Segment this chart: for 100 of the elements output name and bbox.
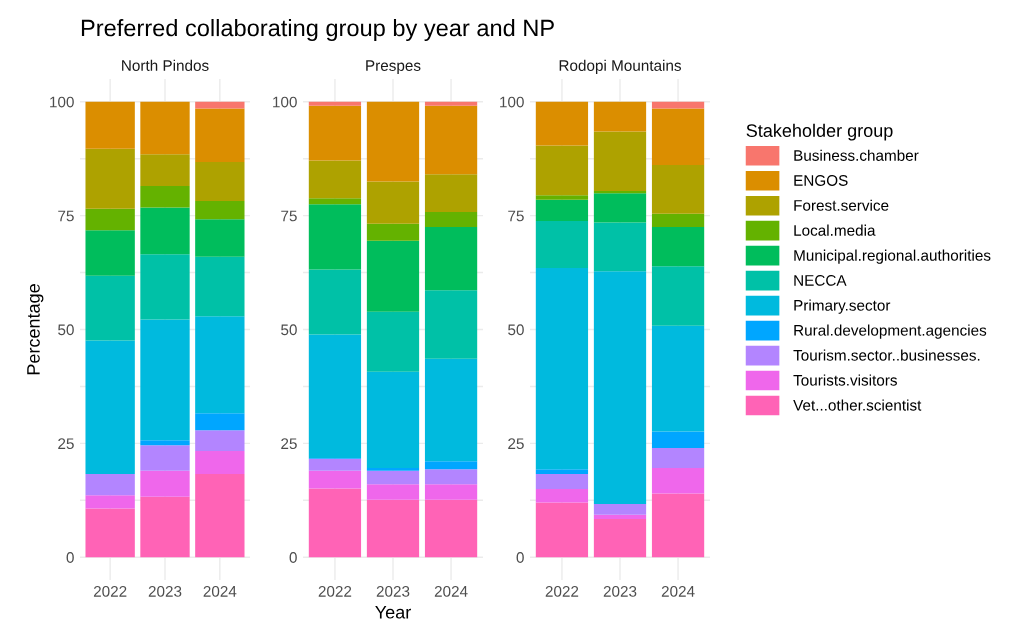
bar [366,181,420,224]
bar [140,186,190,208]
bar [651,467,705,494]
bar [195,201,245,220]
x-tick-label: 2022 [318,585,352,597]
bar [424,101,478,106]
bar [140,440,190,446]
chart-subtitle: Rodopi Mountains [559,59,682,74]
bar [424,290,478,359]
y-tick-label: 75 [281,210,297,222]
legend-label: Rural.development.agencies [794,324,987,339]
bar [593,101,647,132]
bar [651,447,705,468]
y-tick-label: 0 [66,552,74,563]
y-tick-label: 75 [508,210,524,222]
y-axis-title: Percentage [27,284,44,375]
legend-label: Local.media [794,224,876,236]
bar [308,101,362,106]
x-axis-title: Year [375,606,411,619]
bar [140,319,190,441]
bar [366,371,420,468]
bar [366,467,420,471]
bar [535,199,589,222]
bar [195,413,245,431]
bar [195,451,245,474]
bar [85,340,135,474]
bar [535,502,589,558]
bar [85,275,135,341]
bar [535,101,589,146]
bar [424,227,478,291]
x-tick-label: 2023 [148,585,182,597]
bar [85,495,135,509]
bar [366,499,420,558]
bar [535,473,589,489]
bar [424,499,478,558]
bar [366,470,420,485]
bar [140,470,190,497]
y-tick-label: 50 [508,324,524,336]
bar [85,148,135,209]
bar [366,223,420,241]
bar [593,518,647,558]
bar [424,174,478,212]
bar [651,431,705,448]
bar [535,268,589,470]
x-tick-label: 2024 [203,585,237,597]
bar [308,470,362,489]
bar [308,160,362,199]
bar [535,145,589,196]
x-tick-label: 2022 [545,585,579,597]
bar [651,493,705,558]
legend-label: Municipal.regional.authorities [794,249,991,264]
y-tick-label: 75 [58,210,74,222]
legend-label: Tourism.sector..businesses. [793,349,980,361]
legend-label: Primary.sector [794,299,891,314]
y-tick-label: 25 [58,438,74,450]
y-tick-label: 25 [281,438,297,450]
x-tick-label: 2023 [376,585,410,597]
y-tick-label: 100 [50,96,74,108]
x-tick-label: 2023 [603,585,637,597]
bar [651,266,705,326]
bar [308,458,362,471]
text: Preferred collaborating group by year and NP [81,19,554,41]
bar [593,514,647,519]
y-tick-label: 0 [516,552,524,563]
legend-label: ENGOS [794,175,848,186]
bar [308,204,362,270]
bar [593,222,647,272]
bar [85,230,135,276]
legend-label: Vet...other.scientist [793,399,922,411]
y-tick-label: 25 [508,438,524,450]
bar [85,508,135,558]
bar [308,198,362,205]
bar [195,256,245,317]
bar [140,101,190,155]
bar [366,311,420,372]
bar [424,461,478,470]
bar [424,211,478,228]
bar [366,240,420,312]
bar [140,496,190,558]
bar [140,207,190,255]
bar [651,325,705,432]
chart-subtitle: North Pindos [122,59,209,71]
bar [195,219,245,257]
legend-title: Stakeholder group [746,123,893,141]
bar [366,484,420,500]
bar [308,105,362,161]
bar [651,165,705,214]
bar [424,469,478,485]
bar [140,154,190,187]
bar [651,101,705,109]
bar [424,484,478,500]
bar [651,227,705,267]
bar [195,108,245,162]
legend-label: Tourists.visitors [793,374,897,386]
bar [424,105,478,175]
bar [308,269,362,335]
bar [593,503,647,515]
bar [308,488,362,558]
bar [195,161,245,202]
bar [85,101,135,149]
